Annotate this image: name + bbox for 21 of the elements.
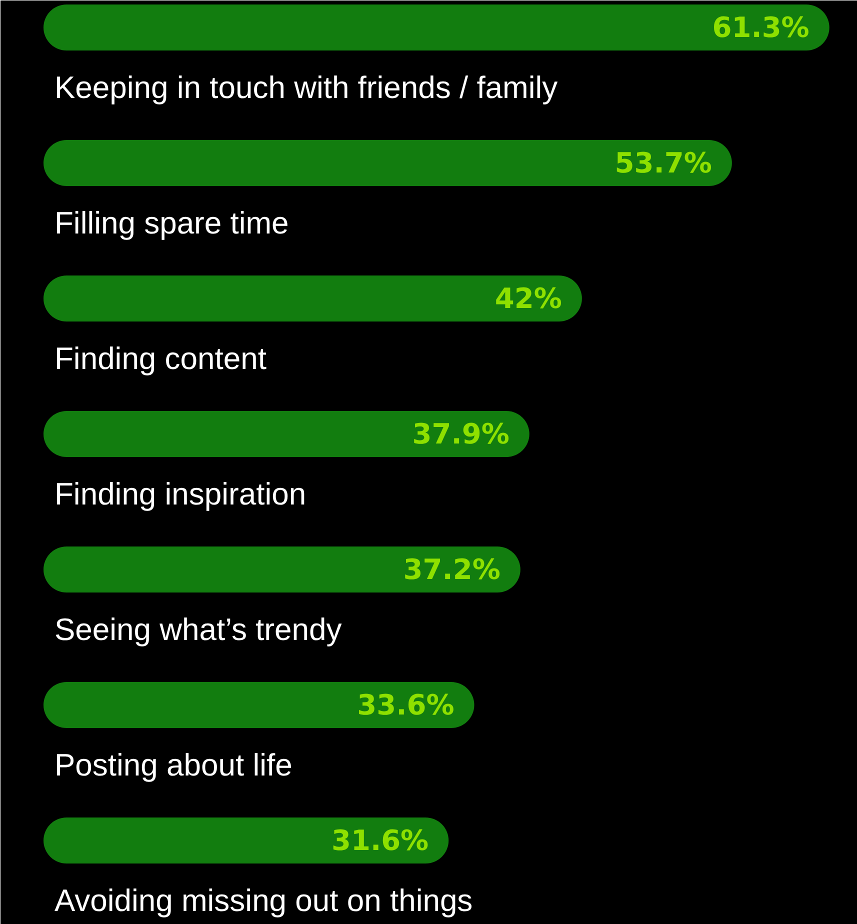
- y-tick-label: Finding content: [54, 341, 267, 376]
- data-label: 33.6%: [357, 688, 454, 722]
- y-tick-label: Avoiding missing out on things: [54, 883, 473, 918]
- y-tick-label: Posting about life: [54, 748, 292, 782]
- y-tick-label: Keeping in touch with friends / family: [54, 70, 558, 105]
- data-label: 42%: [494, 282, 562, 315]
- data-label: 53.7%: [614, 146, 712, 180]
- y-tick-label: Seeing what’s trendy: [54, 612, 342, 647]
- bar: [44, 411, 530, 457]
- data-label: 37.2%: [403, 553, 500, 586]
- bar: [44, 818, 449, 864]
- bar: [44, 546, 520, 592]
- data-label: 31.6%: [331, 824, 429, 857]
- y-tick-label: Filling spare time: [54, 206, 289, 240]
- bar: [44, 682, 474, 728]
- y-tick-label: Finding inspiration: [54, 476, 306, 512]
- bar: [44, 4, 830, 50]
- bar: [44, 140, 732, 186]
- data-label: 61.3%: [712, 11, 810, 44]
- data-label: 37.9%: [412, 418, 510, 450]
- bar: [44, 276, 582, 322]
